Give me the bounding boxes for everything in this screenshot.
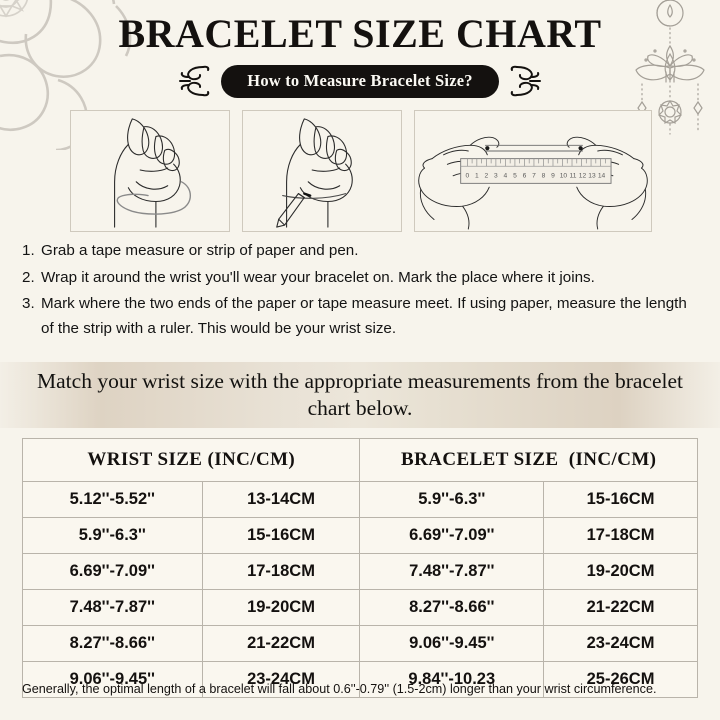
cell-bracelet-inch: 8.27''-8.66'' (359, 589, 545, 626)
hands-measuring-strip-with-ruler-icon: 012 345 678 9 10 11 12 13 14 (418, 136, 648, 230)
step-text: Wrap it around the wrist you'll wear you… (41, 268, 595, 286)
svg-text:13: 13 (588, 173, 596, 180)
table-row: 6.69''-7.09'' 17-18CM 7.48''-7.87'' 19-2… (22, 553, 698, 590)
step-number: 2. (22, 268, 35, 286)
cell-wrist-inch: 8.27''-8.66'' (22, 625, 203, 662)
flourish-ornament-right-icon (510, 65, 541, 97)
cell-bracelet-cm: 15-16CM (543, 481, 698, 518)
cell-wrist-cm: 21-22CM (201, 625, 361, 662)
table-row: 9.06''-9.45'' 23-24CM 9.84''-10.23 25-26… (22, 661, 698, 698)
cell-bracelet-cm: 23-24CM (543, 625, 698, 662)
flourish-ornament-left-icon (179, 65, 210, 97)
table-row: 5.12''-5.52'' 13-14CM 5.9''-6.3'' 15-16C… (22, 481, 698, 518)
cell-wrist-cm: 23-24CM (201, 661, 361, 698)
cell-bracelet-cm: 17-18CM (543, 517, 698, 554)
match-size-band: Match your wrist size with the appropria… (0, 362, 720, 428)
svg-text:2: 2 (485, 173, 489, 180)
band-text: Match your wrist size with the appropria… (37, 368, 683, 420)
svg-text:12: 12 (579, 173, 587, 180)
svg-text:10: 10 (560, 173, 568, 180)
subtitle-bar: How to Measure Bracelet Size? (0, 62, 720, 100)
cell-wrist-cm: 13-14CM (201, 481, 361, 518)
table-body: 5.12''-5.52'' 13-14CM 5.9''-6.3'' 15-16C… (22, 481, 698, 698)
table-row: 7.48''-7.87'' 19-20CM 8.27''-8.66'' 21-2… (22, 589, 698, 626)
footer-note: Generally, the optimal length of a brace… (22, 682, 657, 696)
how-to-measure-badge: How to Measure Bracelet Size? (221, 64, 499, 98)
column-header-bracelet-size: BRACELET SIZE (INC/CM) (359, 438, 698, 482)
size-table-container: WRIST SIZE (INC/CM) BRACELET SIZE (INC/C… (21, 438, 698, 698)
panel-hand-marking-wrist-with-pen (242, 110, 402, 232)
table-header-row: WRIST SIZE (INC/CM) BRACELET SIZE (INC/C… (21, 438, 698, 482)
cell-bracelet-inch: 7.48''-7.87'' (359, 553, 545, 590)
svg-text:1: 1 (475, 173, 479, 180)
cell-bracelet-cm: 25-26CM (543, 661, 698, 698)
list-item: 1. Grab a tape measure or strip of paper… (22, 239, 700, 264)
cell-bracelet-cm: 21-22CM (543, 589, 698, 626)
svg-text:8: 8 (542, 173, 546, 180)
svg-text:3: 3 (494, 173, 498, 180)
column-header-wrist-size: WRIST SIZE (INC/CM) (21, 438, 361, 482)
svg-text:7: 7 (532, 173, 536, 180)
hand-with-tape-measure-icon (114, 118, 192, 228)
bracelet-size-table: WRIST SIZE (INC/CM) BRACELET SIZE (INC/C… (21, 438, 698, 698)
panel-hand-with-tape-measure (70, 110, 230, 232)
svg-text:14: 14 (598, 173, 606, 180)
hand-marking-wrist-with-pen-icon (276, 118, 353, 228)
step-number: 1. (22, 242, 35, 259)
cell-bracelet-inch: 9.84''-10.23 (359, 661, 545, 698)
list-item: 2. Wrap it around the wrist you'll wear … (22, 266, 700, 291)
table-row: 5.9''-6.3'' 15-16CM 6.69''-7.09'' 17-18C… (22, 517, 698, 554)
step-text: Mark where the two ends of the paper or … (41, 295, 687, 337)
cell-wrist-inch: 5.9''-6.3'' (22, 517, 203, 554)
cell-wrist-cm: 17-18CM (201, 553, 361, 590)
list-item: 3. Mark where the two ends of the paper … (22, 292, 700, 341)
measure-steps-list: 1. Grab a tape measure or strip of paper… (22, 239, 700, 344)
cell-bracelet-cm: 19-20CM (543, 553, 698, 590)
cell-wrist-inch: 9.06''-9.45'' (22, 661, 203, 698)
cell-wrist-cm: 15-16CM (201, 517, 361, 554)
svg-text:4: 4 (504, 173, 508, 180)
cell-wrist-inch: 7.48''-7.87'' (22, 589, 203, 626)
svg-text:0: 0 (465, 173, 469, 180)
cell-bracelet-inch: 6.69''-7.09'' (359, 517, 545, 554)
svg-text:11: 11 (570, 173, 577, 180)
cell-wrist-inch: 6.69''-7.09'' (22, 553, 203, 590)
cell-wrist-cm: 19-20CM (201, 589, 361, 626)
cell-bracelet-inch: 5.9''-6.3'' (359, 481, 545, 518)
page-title: BRACELET SIZE CHART (118, 11, 602, 56)
table-row: 8.27''-8.66'' 21-22CM 9.06''-9.45'' 23-2… (22, 625, 698, 662)
cell-bracelet-inch: 9.06''-9.45'' (359, 625, 545, 662)
step-number: 3. (22, 295, 35, 313)
cell-wrist-inch: 5.12''-5.52'' (22, 481, 203, 518)
svg-text:5: 5 (513, 173, 517, 180)
svg-text:6: 6 (523, 173, 527, 180)
step-text: Grab a tape measure or strip of paper an… (41, 242, 359, 259)
svg-text:9: 9 (551, 173, 555, 180)
